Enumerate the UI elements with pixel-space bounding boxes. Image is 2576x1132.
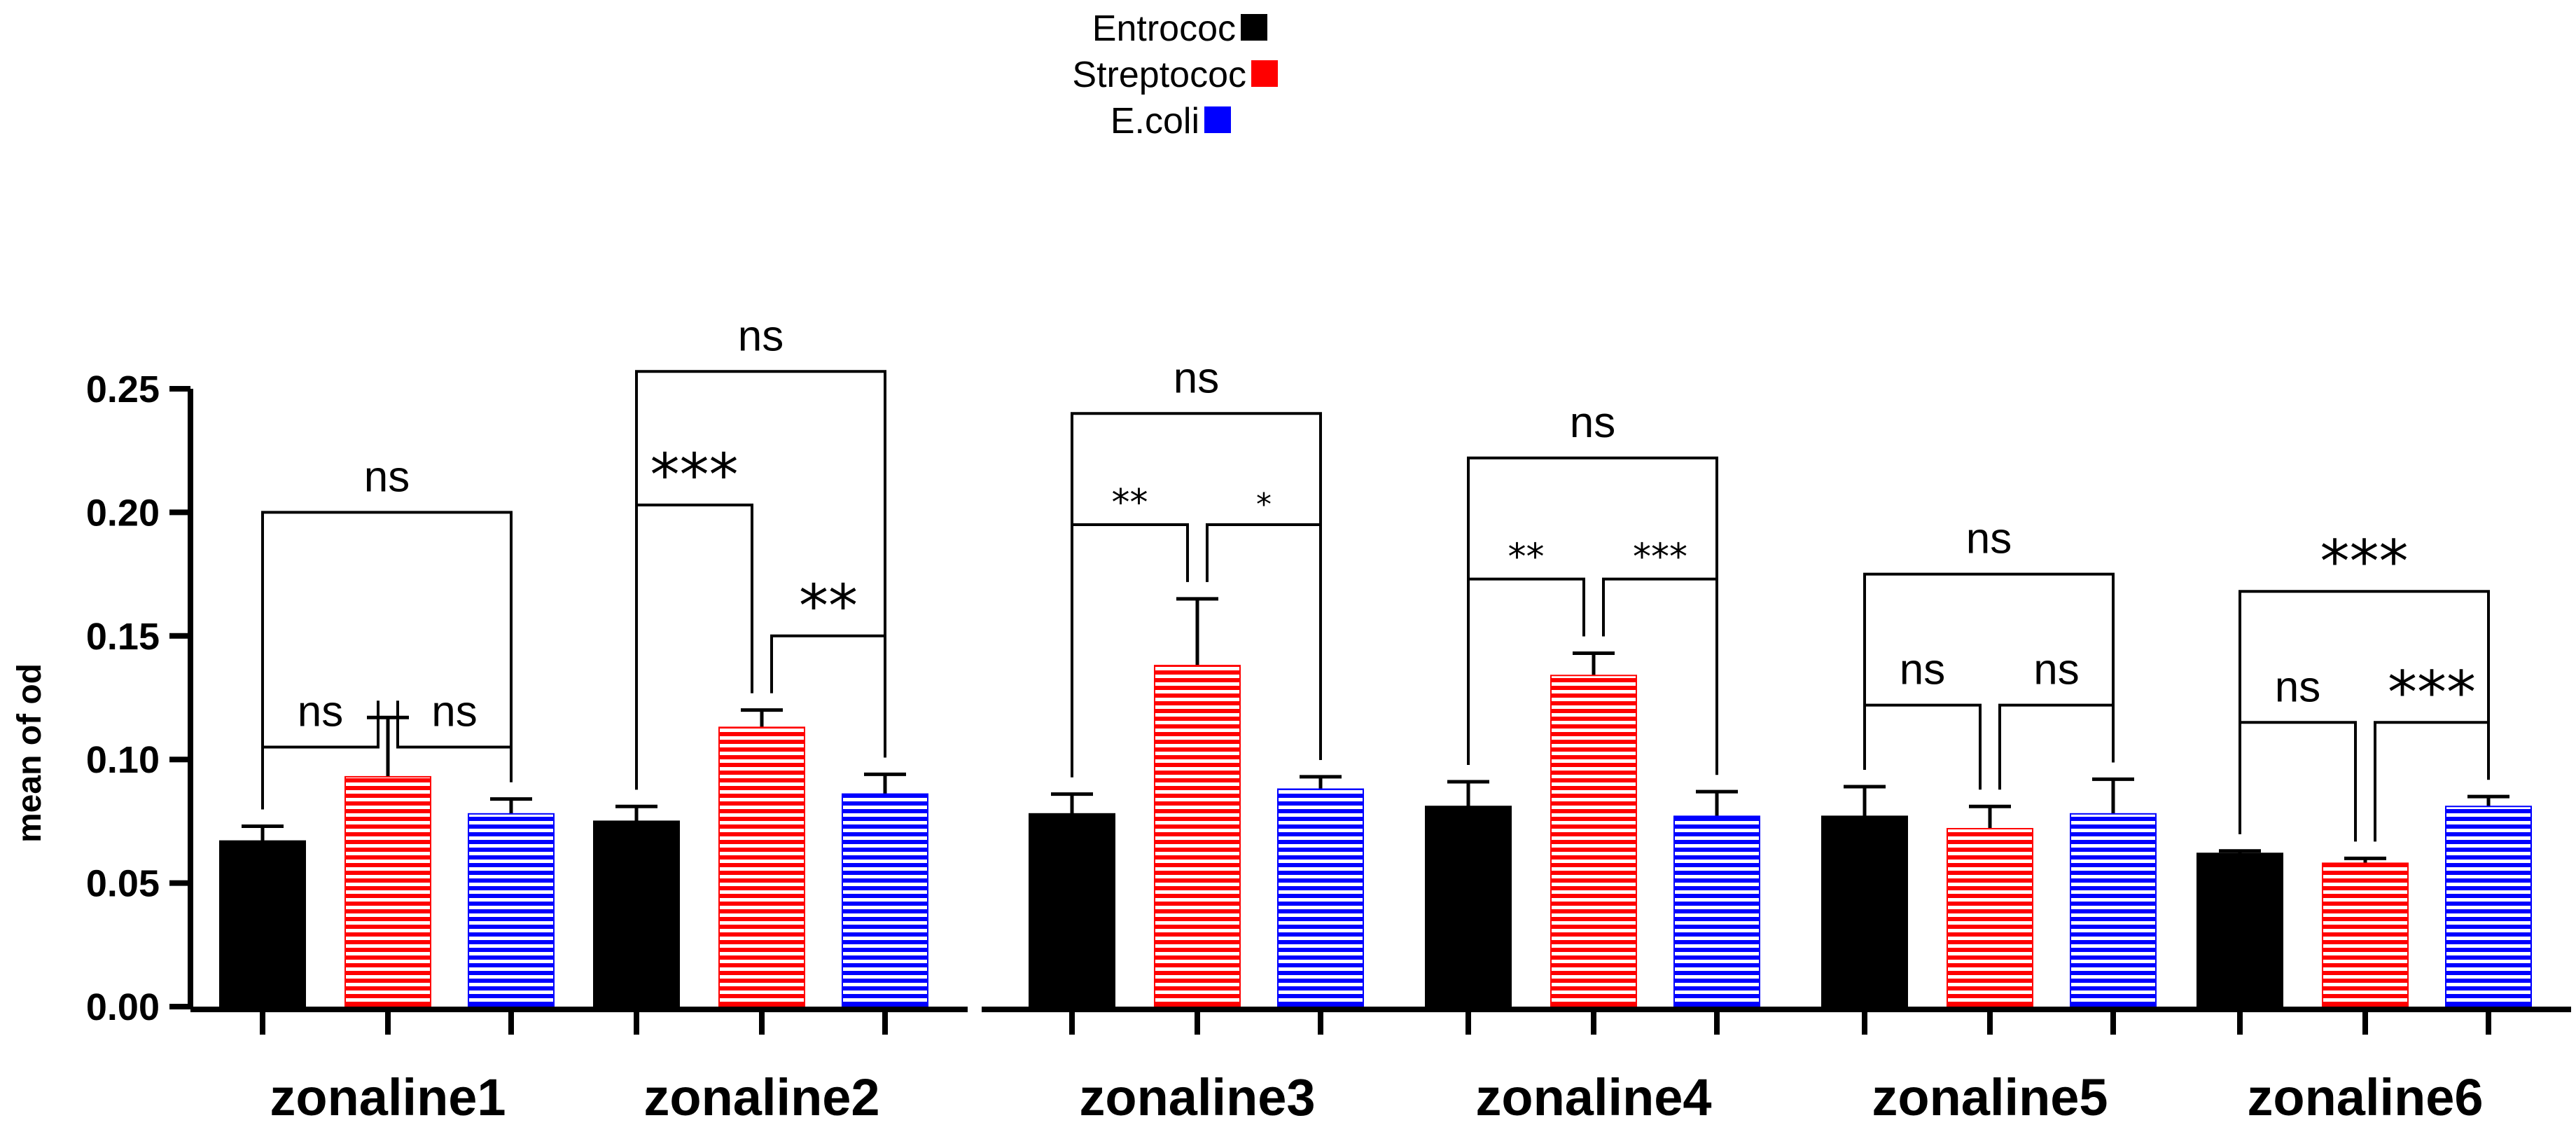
significance-bracket [1467,456,1718,775]
legend-label-ecoli: E.coli [1111,101,1199,142]
x-category-label: zonaline3 [1079,1068,1315,1126]
x-category-label: zonaline6 [2247,1068,2483,1126]
bar-streptococ-zonaline4 [1550,675,1637,1007]
significance-label: *** [650,441,739,509]
significance-label: *** [1633,537,1687,579]
x-category-label: zonaline4 [1475,1068,1711,1126]
significance-bracket [1998,703,2115,790]
bar-entrococ-zonaline2 [593,820,680,1008]
significance-label: ** [1112,482,1148,524]
significance-label: ns [738,312,784,360]
bar-streptococ-zonaline2 [718,726,805,1008]
bar-streptococ-zonaline6 [2322,862,2409,1007]
significance-bracket [1863,572,2115,771]
y-tick-label: 0.10 [86,739,160,781]
significance-bracket [2239,721,2357,842]
y-tick-label: 0.20 [86,492,160,534]
significance-label: ns [2033,646,2079,694]
significance-bracket [1863,703,1982,790]
y-tick-label: 0.25 [86,368,160,410]
x-category-label: zonaline1 [270,1068,506,1126]
bar-entrococ-zonaline3 [1029,813,1115,1008]
bar-entrococ-zonaline4 [1425,806,1512,1008]
significance-bracket [2239,590,2490,834]
x-category-label: zonaline5 [1872,1068,2108,1126]
legend-swatch-streptococ [1251,60,1278,87]
x-axis: zonaline1 zonaline2 zonaline3 zonaline4 zona… [190,1007,2571,1126]
significance-bracket [261,511,513,810]
significance-label: ns [431,688,477,736]
x-category-label: zonaline2 [643,1068,879,1126]
significance-label: ns [2275,663,2320,711]
bar-ecoli-zonaline6 [2445,806,2532,1008]
significance-bracket [635,370,886,790]
bar-ecoli-zonaline4 [1673,815,1760,1007]
significance-label: * [1256,487,1272,523]
bar-ecoli-zonaline3 [1277,788,1364,1007]
legend: Entrococ Streptococ E.coli [1072,8,1278,142]
bar-entrococ-zonaline6 [2196,853,2283,1008]
legend-swatch-entrococ [1241,14,1267,41]
legend-label-streptococ: Streptococ [1072,55,1246,95]
significance-label: ns [1570,399,1615,447]
bar-entrococ-zonaline5 [1821,815,1908,1007]
significance-label: ns [364,453,410,501]
bar-ecoli-zonaline1 [468,813,555,1008]
y-tick-label: 0.00 [86,986,160,1028]
legend-item-ecoli: E.coli [1111,101,1231,142]
significance-label: ** [1508,537,1545,579]
significance-label: ns [298,688,343,736]
y-tick-label: 0.15 [86,616,160,658]
significance-label: ** [799,572,858,640]
bars-layer [219,597,2532,1008]
y-axis-title: mean of od [11,663,48,843]
bar-streptococ-zonaline1 [344,775,431,1007]
bar-streptococ-zonaline5 [1947,827,2033,1008]
y-tick-label: 0.05 [86,863,160,905]
significance-label: *** [2320,527,2409,595]
bar-entrococ-zonaline1 [219,840,306,1008]
significance-label: ns [1174,354,1219,402]
significance-bracket [1071,412,1322,778]
y-axis: 0.00 0.05 0.10 0.15 0.20 0.25 [86,368,193,1028]
bar-ecoli-zonaline5 [2070,813,2157,1008]
legend-item-entrococ: Entrococ [1092,8,1267,49]
significance-label: *** [2388,658,2476,726]
legend-item-streptococ: Streptococ [1072,55,1278,95]
significance-label: ns [1966,515,2012,563]
legend-label-entrococ: Entrococ [1092,8,1236,49]
bar-ecoli-zonaline2 [842,793,928,1008]
bar-streptococ-zonaline3 [1154,665,1241,1007]
significance-label: ns [1900,646,1945,694]
legend-swatch-ecoli [1204,106,1231,133]
